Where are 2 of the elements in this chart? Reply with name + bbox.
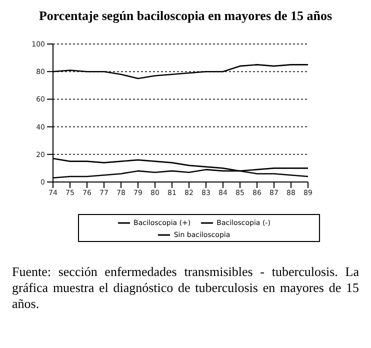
source-note: Fuente: sección enfermedades transmisibles - tuberculosis. La gráfica muestra el diagnóstico de tuberculosis en mayores de 15 años. [12,264,359,312]
chart-title: Porcentaje según baciloscopia en mayores de 15 años [38,8,334,24]
